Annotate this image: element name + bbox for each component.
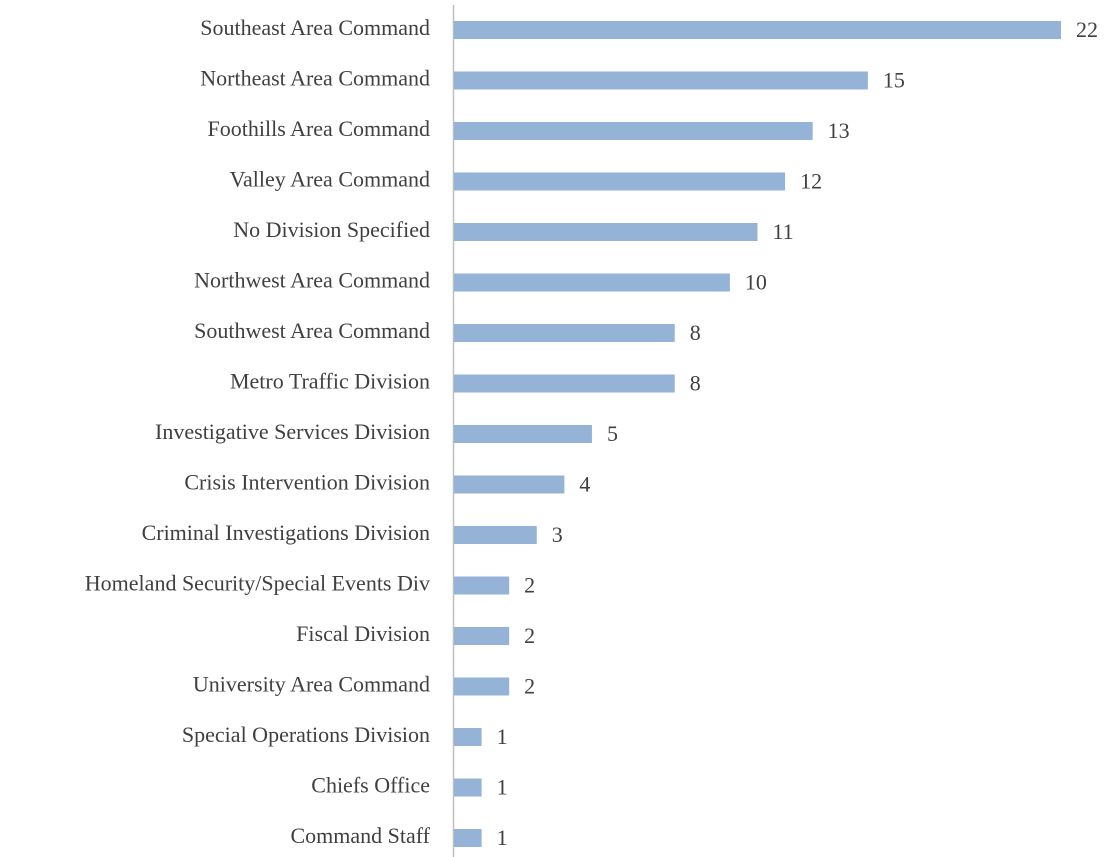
y-tick-label: Metro Traffic Division [230,369,430,394]
y-tick-label: Special Operations Division [182,722,430,747]
data-label: 2 [524,674,535,699]
y-tick-label: University Area Command [193,672,430,697]
data-label: 15 [883,68,905,93]
bar [454,21,1061,39]
bar [454,172,786,191]
y-tick-label: Command Staff [290,823,430,848]
data-label: 1 [497,775,508,800]
data-label: 11 [773,219,794,244]
data-label: 4 [579,472,590,497]
y-tick-label: Crisis Intervention Division [184,470,430,495]
data-label: 3 [552,522,563,547]
bar [454,324,675,342]
y-tick-label: Southwest Area Command [194,318,430,343]
data-label: 8 [690,371,701,396]
bar [454,374,675,393]
y-tick-label: Northeast Area Command [200,66,430,91]
data-label: 1 [497,825,508,850]
y-tick-label: No Division Specified [233,217,430,242]
bar [454,778,482,797]
data-label: 12 [800,169,822,194]
bar [454,829,482,847]
data-label: 2 [524,623,535,648]
bar [454,425,592,443]
data-label: 1 [497,724,508,749]
y-tick-label: Foothills Area Command [208,116,430,141]
bar [454,576,510,595]
y-tick-label: Southeast Area Command [200,15,430,40]
y-tick-label: Chiefs Office [311,773,430,798]
data-label: 22 [1076,17,1098,42]
bar [454,627,510,645]
bar [454,273,730,292]
bar [454,728,482,746]
y-tick-label: Northwest Area Command [194,268,430,293]
y-tick-label: Criminal Investigations Division [142,520,430,545]
y-tick-label: Valley Area Command [230,167,430,192]
data-label: 5 [607,421,618,446]
data-label: 10 [745,270,767,295]
bar [454,223,758,241]
bar [454,677,510,696]
bar [454,71,868,90]
bar [454,475,565,494]
bar [454,122,813,140]
bar [454,526,537,544]
y-tick-label: Fiscal Division [296,621,430,646]
y-tick-label: Homeland Security/Special Events Div [85,571,430,596]
y-tick-label: Investigative Services Division [155,419,430,444]
data-label: 13 [828,118,850,143]
data-label: 8 [690,320,701,345]
data-label: 2 [524,573,535,598]
